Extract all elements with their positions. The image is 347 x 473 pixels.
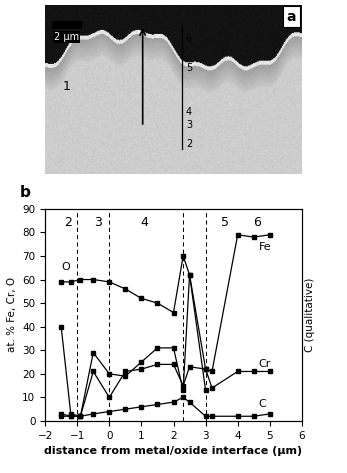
Text: b: b [19, 184, 30, 200]
Y-axis label: C (qualitative): C (qualitative) [305, 278, 315, 352]
Text: C: C [259, 400, 266, 410]
Text: 5: 5 [186, 62, 192, 72]
Bar [51, 21, 82, 29]
Text: a: a [287, 10, 296, 24]
Text: Cr: Cr [259, 359, 271, 369]
Text: 3: 3 [94, 216, 102, 229]
Text: 5: 5 [221, 216, 229, 229]
Text: 6: 6 [253, 216, 261, 229]
Text: Fe: Fe [259, 242, 271, 252]
Text: 4: 4 [141, 216, 149, 229]
Text: 6: 6 [186, 34, 192, 44]
Text: 4: 4 [186, 106, 192, 117]
Text: 2: 2 [64, 216, 71, 229]
Text: 1: 1 [63, 79, 71, 93]
Text: 2 μm: 2 μm [54, 32, 79, 42]
Text: 2: 2 [186, 139, 192, 149]
Text: 3: 3 [186, 120, 192, 130]
Y-axis label: at. % Fe, Cr, O: at. % Fe, Cr, O [7, 277, 17, 352]
Text: O: O [61, 263, 70, 272]
X-axis label: distance from metal/oxide interface (μm): distance from metal/oxide interface (μm) [44, 446, 303, 456]
